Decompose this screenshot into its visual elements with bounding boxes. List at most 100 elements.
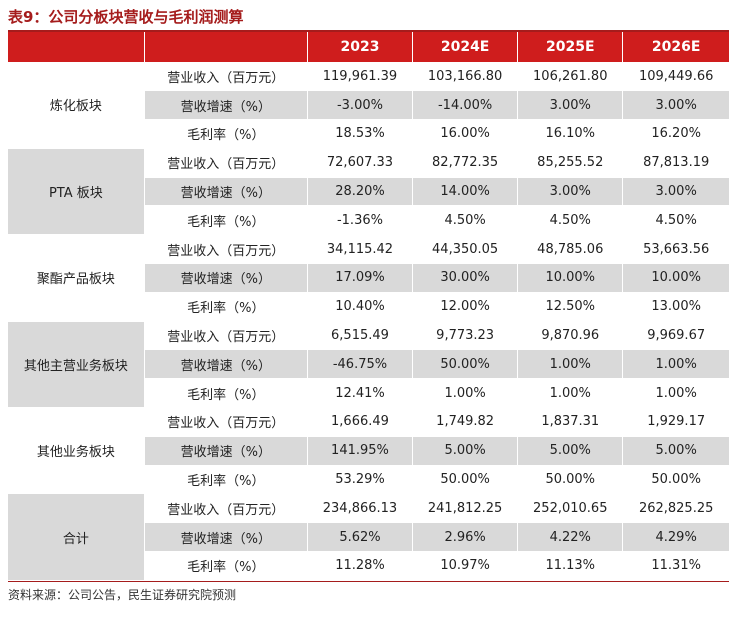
metric-label: 营业收入（百万元） <box>144 148 308 178</box>
value-cell: 3.00% <box>517 90 624 121</box>
title-divider <box>8 30 729 32</box>
value-cell: 5.00% <box>622 436 729 466</box>
value-cell: 3.00% <box>517 177 624 207</box>
metric-label: 营业收入（百万元） <box>144 234 308 265</box>
value-cell: 3.00% <box>622 177 729 207</box>
value-cell: 82,772.35 <box>412 148 519 178</box>
value-cell: 4.22% <box>517 522 624 553</box>
value-cell: 3.00% <box>622 90 729 121</box>
table-row: 合计 营业收入（百万元） 234,866.13 241,812.25 252,010.6… <box>8 493 729 581</box>
header-metric <box>144 32 308 62</box>
value-cell: 18.53% <box>307 119 414 149</box>
value-cell: 28.20% <box>307 177 414 207</box>
header-year-2023: 2023 <box>307 32 414 62</box>
value-cell: 119,961.39 <box>307 62 414 92</box>
header-year-2026e: 2026E <box>622 32 729 62</box>
value-cell: 4.29% <box>622 522 729 553</box>
value-cell: 16.00% <box>412 119 519 149</box>
value-cell: 87,813.19 <box>622 148 729 178</box>
value-cell: 9,969.67 <box>622 321 729 351</box>
metric-label: 营业收入（百万元） <box>144 407 308 437</box>
value-cell: 44,350.05 <box>412 234 519 265</box>
metric-label: 毛利率（%） <box>144 292 308 322</box>
value-cell: 5.62% <box>307 522 414 553</box>
value-cell: -14.00% <box>412 90 519 121</box>
metric-label: 营业收入（百万元） <box>144 493 308 524</box>
table-row: 毛利率（%） 12.41% 1.00% 1.00% 1.00% <box>8 378 729 409</box>
table-row: 毛利率（%） 10.40% 12.00% 12.50% 13.00% <box>8 292 729 322</box>
table-row: 营收增速（%） 17.09% 30.00% 10.00% 10.00% <box>8 263 729 293</box>
value-cell: 17.09% <box>307 263 414 293</box>
value-cell: 11.31% <box>622 551 729 581</box>
metric-label: 营收增速（%） <box>144 90 308 121</box>
table-title: 表9：公司分板块营收与毛利润测算 <box>8 8 244 26</box>
table-row: 营收增速（%） 5.62% 2.96% 4.22% 4.29% <box>8 522 729 553</box>
table-row: 毛利率（%） 11.28% 10.97% 11.13% 11.31% <box>8 551 729 581</box>
metric-label: 营业收入（百万元） <box>144 321 308 351</box>
value-cell: 9,870.96 <box>517 321 624 351</box>
value-cell: 103,166.80 <box>412 62 519 92</box>
value-cell: 1.00% <box>517 349 624 380</box>
value-cell: 1.00% <box>517 378 624 409</box>
header-year-2025e: 2025E <box>517 32 624 62</box>
header-year-2024e: 2024E <box>412 32 519 62</box>
metric-label: 营收增速（%） <box>144 349 308 380</box>
metric-label: 毛利率（%） <box>144 378 308 409</box>
value-cell: 1.00% <box>412 378 519 409</box>
value-cell: 10.97% <box>412 551 519 581</box>
revenue-margin-table: 2023 2024E 2025E 2026E 炼化板块 营业收入（百万元） 119,… <box>8 32 729 581</box>
value-cell: 50.00% <box>622 465 729 495</box>
value-cell: 141.95% <box>307 436 414 466</box>
value-cell: -3.00% <box>307 90 414 121</box>
table-row: 其他主营业务板块 营业收入（百万元） 6,515.49 9,773.23 9,870.9… <box>8 321 729 409</box>
metric-label: 毛利率（%） <box>144 119 308 149</box>
value-cell: 50.00% <box>517 465 624 495</box>
segment-label: 聚酯产品板块 <box>8 234 145 322</box>
value-cell: 10.40% <box>307 292 414 322</box>
value-cell: -46.75% <box>307 349 414 380</box>
value-cell: 4.50% <box>517 205 624 236</box>
value-cell: 14.00% <box>412 177 519 207</box>
header-row: 2023 2024E 2025E 2026E <box>8 32 729 62</box>
value-cell: -1.36% <box>307 205 414 236</box>
table-row: PTA 板块 营业收入（百万元） 72,607.33 82,772.35 85,255.… <box>8 148 729 236</box>
value-cell: 1.00% <box>622 378 729 409</box>
value-cell: 262,825.25 <box>622 493 729 524</box>
table-row: 毛利率（%） 53.29% 50.00% 50.00% 50.00% <box>8 465 729 495</box>
value-cell: 11.28% <box>307 551 414 581</box>
value-cell: 4.50% <box>412 205 519 236</box>
value-cell: 50.00% <box>412 349 519 380</box>
value-cell: 234,866.13 <box>307 493 414 524</box>
metric-label: 毛利率（%） <box>144 205 308 236</box>
value-cell: 12.50% <box>517 292 624 322</box>
table-row: 聚酯产品板块 营业收入（百万元） 34,115.42 44,350.05 48,785.… <box>8 234 729 322</box>
value-cell: 1,666.49 <box>307 407 414 437</box>
value-cell: 53,663.56 <box>622 234 729 265</box>
metric-label: 营收增速（%） <box>144 177 308 207</box>
value-cell: 1,929.17 <box>622 407 729 437</box>
source-note: 资料来源：公司公告，民生证券研究院预测 <box>8 588 237 602</box>
value-cell: 53.29% <box>307 465 414 495</box>
value-cell: 1.00% <box>622 349 729 380</box>
value-cell: 16.10% <box>517 119 624 149</box>
segment-label: 其他业务板块 <box>8 407 145 495</box>
metric-label: 营业收入（百万元） <box>144 62 308 92</box>
segment-label: PTA 板块 <box>8 148 145 236</box>
metric-label: 营收增速（%） <box>144 522 308 553</box>
table-body: 炼化板块 营业收入（百万元） 119,961.39 103,166.80 106,261… <box>8 62 729 581</box>
value-cell: 2.96% <box>412 522 519 553</box>
value-cell: 72,607.33 <box>307 148 414 178</box>
value-cell: 6,515.49 <box>307 321 414 351</box>
value-cell: 12.41% <box>307 378 414 409</box>
value-cell: 5.00% <box>412 436 519 466</box>
value-cell: 109,449.66 <box>622 62 729 92</box>
table-row: 营收增速（%） -46.75% 50.00% 1.00% 1.00% <box>8 349 729 380</box>
table-row: 其他业务板块 营业收入（百万元） 1,666.49 1,749.82 1,837.31 1… <box>8 407 729 495</box>
metric-label: 毛利率（%） <box>144 551 308 581</box>
segment-label: 其他主营业务板块 <box>8 321 145 409</box>
value-cell: 30.00% <box>412 263 519 293</box>
value-cell: 252,010.65 <box>517 493 624 524</box>
segment-label: 炼化板块 <box>8 62 145 149</box>
metric-label: 营收增速（%） <box>144 263 308 293</box>
table-row: 营收增速（%） -3.00% -14.00% 3.00% 3.00% <box>8 90 729 121</box>
